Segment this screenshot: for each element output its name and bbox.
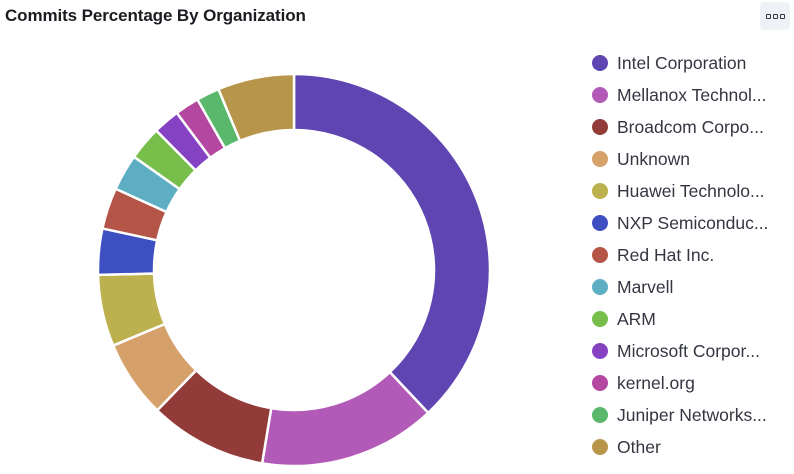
legend-label: Broadcom Corpo... — [617, 116, 764, 137]
legend-swatch — [592, 279, 608, 295]
options-dot — [765, 13, 771, 19]
legend-item[interactable]: Unknown — [590, 143, 790, 175]
legend-item[interactable]: Juniper Networks... — [590, 399, 790, 431]
legend-label: NXP Semiconduc... — [617, 212, 769, 233]
options-icon[interactable] — [760, 2, 790, 30]
legend-label: Huawei Technolo... — [617, 180, 765, 201]
legend-item[interactable]: Huawei Technolo... — [590, 175, 790, 207]
legend-item[interactable]: ARM — [590, 303, 790, 335]
legend-label: Mellanox Technol... — [617, 84, 767, 105]
legend-item[interactable]: Broadcom Corpo... — [590, 111, 790, 143]
legend-swatch — [592, 87, 608, 103]
legend-item[interactable]: NXP Semiconduc... — [590, 207, 790, 239]
legend-label: Juniper Networks... — [617, 404, 767, 425]
legend-item[interactable]: kernel.org — [590, 367, 790, 399]
legend-swatch — [592, 343, 608, 359]
legend-swatch — [592, 311, 608, 327]
chart-legend: Intel Corporation Mellanox Technol... Broa… — [590, 47, 790, 463]
donut-slice-1[interactable] — [260, 370, 430, 468]
donut-slice-0[interactable] — [292, 72, 492, 415]
legend-label: Unknown — [617, 148, 690, 169]
legend-swatch — [592, 215, 608, 231]
chart-title: Commits Percentage By Organization — [5, 6, 306, 25]
legend-label: Marvell — [617, 276, 674, 297]
legend-swatch — [592, 151, 608, 167]
legend-swatch — [592, 55, 608, 71]
legend-label: Other — [617, 436, 661, 457]
legend-item[interactable]: Red Hat Inc. — [590, 239, 790, 271]
legend-label: Microsoft Corpor... — [617, 340, 760, 361]
options-dot — [772, 13, 778, 19]
legend-item[interactable]: Microsoft Corpor... — [590, 335, 790, 367]
legend-swatch — [592, 247, 608, 263]
legend-item[interactable]: Intel Corporation — [590, 47, 790, 79]
legend-swatch — [592, 375, 608, 391]
donut-chart — [96, 72, 492, 468]
legend-label: Intel Corporation — [617, 52, 747, 73]
legend-item[interactable]: Mellanox Technol... — [590, 79, 790, 111]
legend-item[interactable]: Other — [590, 431, 790, 463]
legend-label: kernel.org — [617, 372, 695, 393]
donut-slice-12[interactable] — [217, 72, 296, 143]
legend-swatch — [592, 183, 608, 199]
legend-swatch — [592, 407, 608, 423]
options-dot — [779, 13, 785, 19]
legend-swatch — [592, 439, 608, 455]
legend-label: ARM — [617, 308, 656, 329]
legend-item[interactable]: Marvell — [590, 271, 790, 303]
legend-label: Red Hat Inc. — [617, 244, 715, 265]
legend-swatch — [592, 119, 608, 135]
